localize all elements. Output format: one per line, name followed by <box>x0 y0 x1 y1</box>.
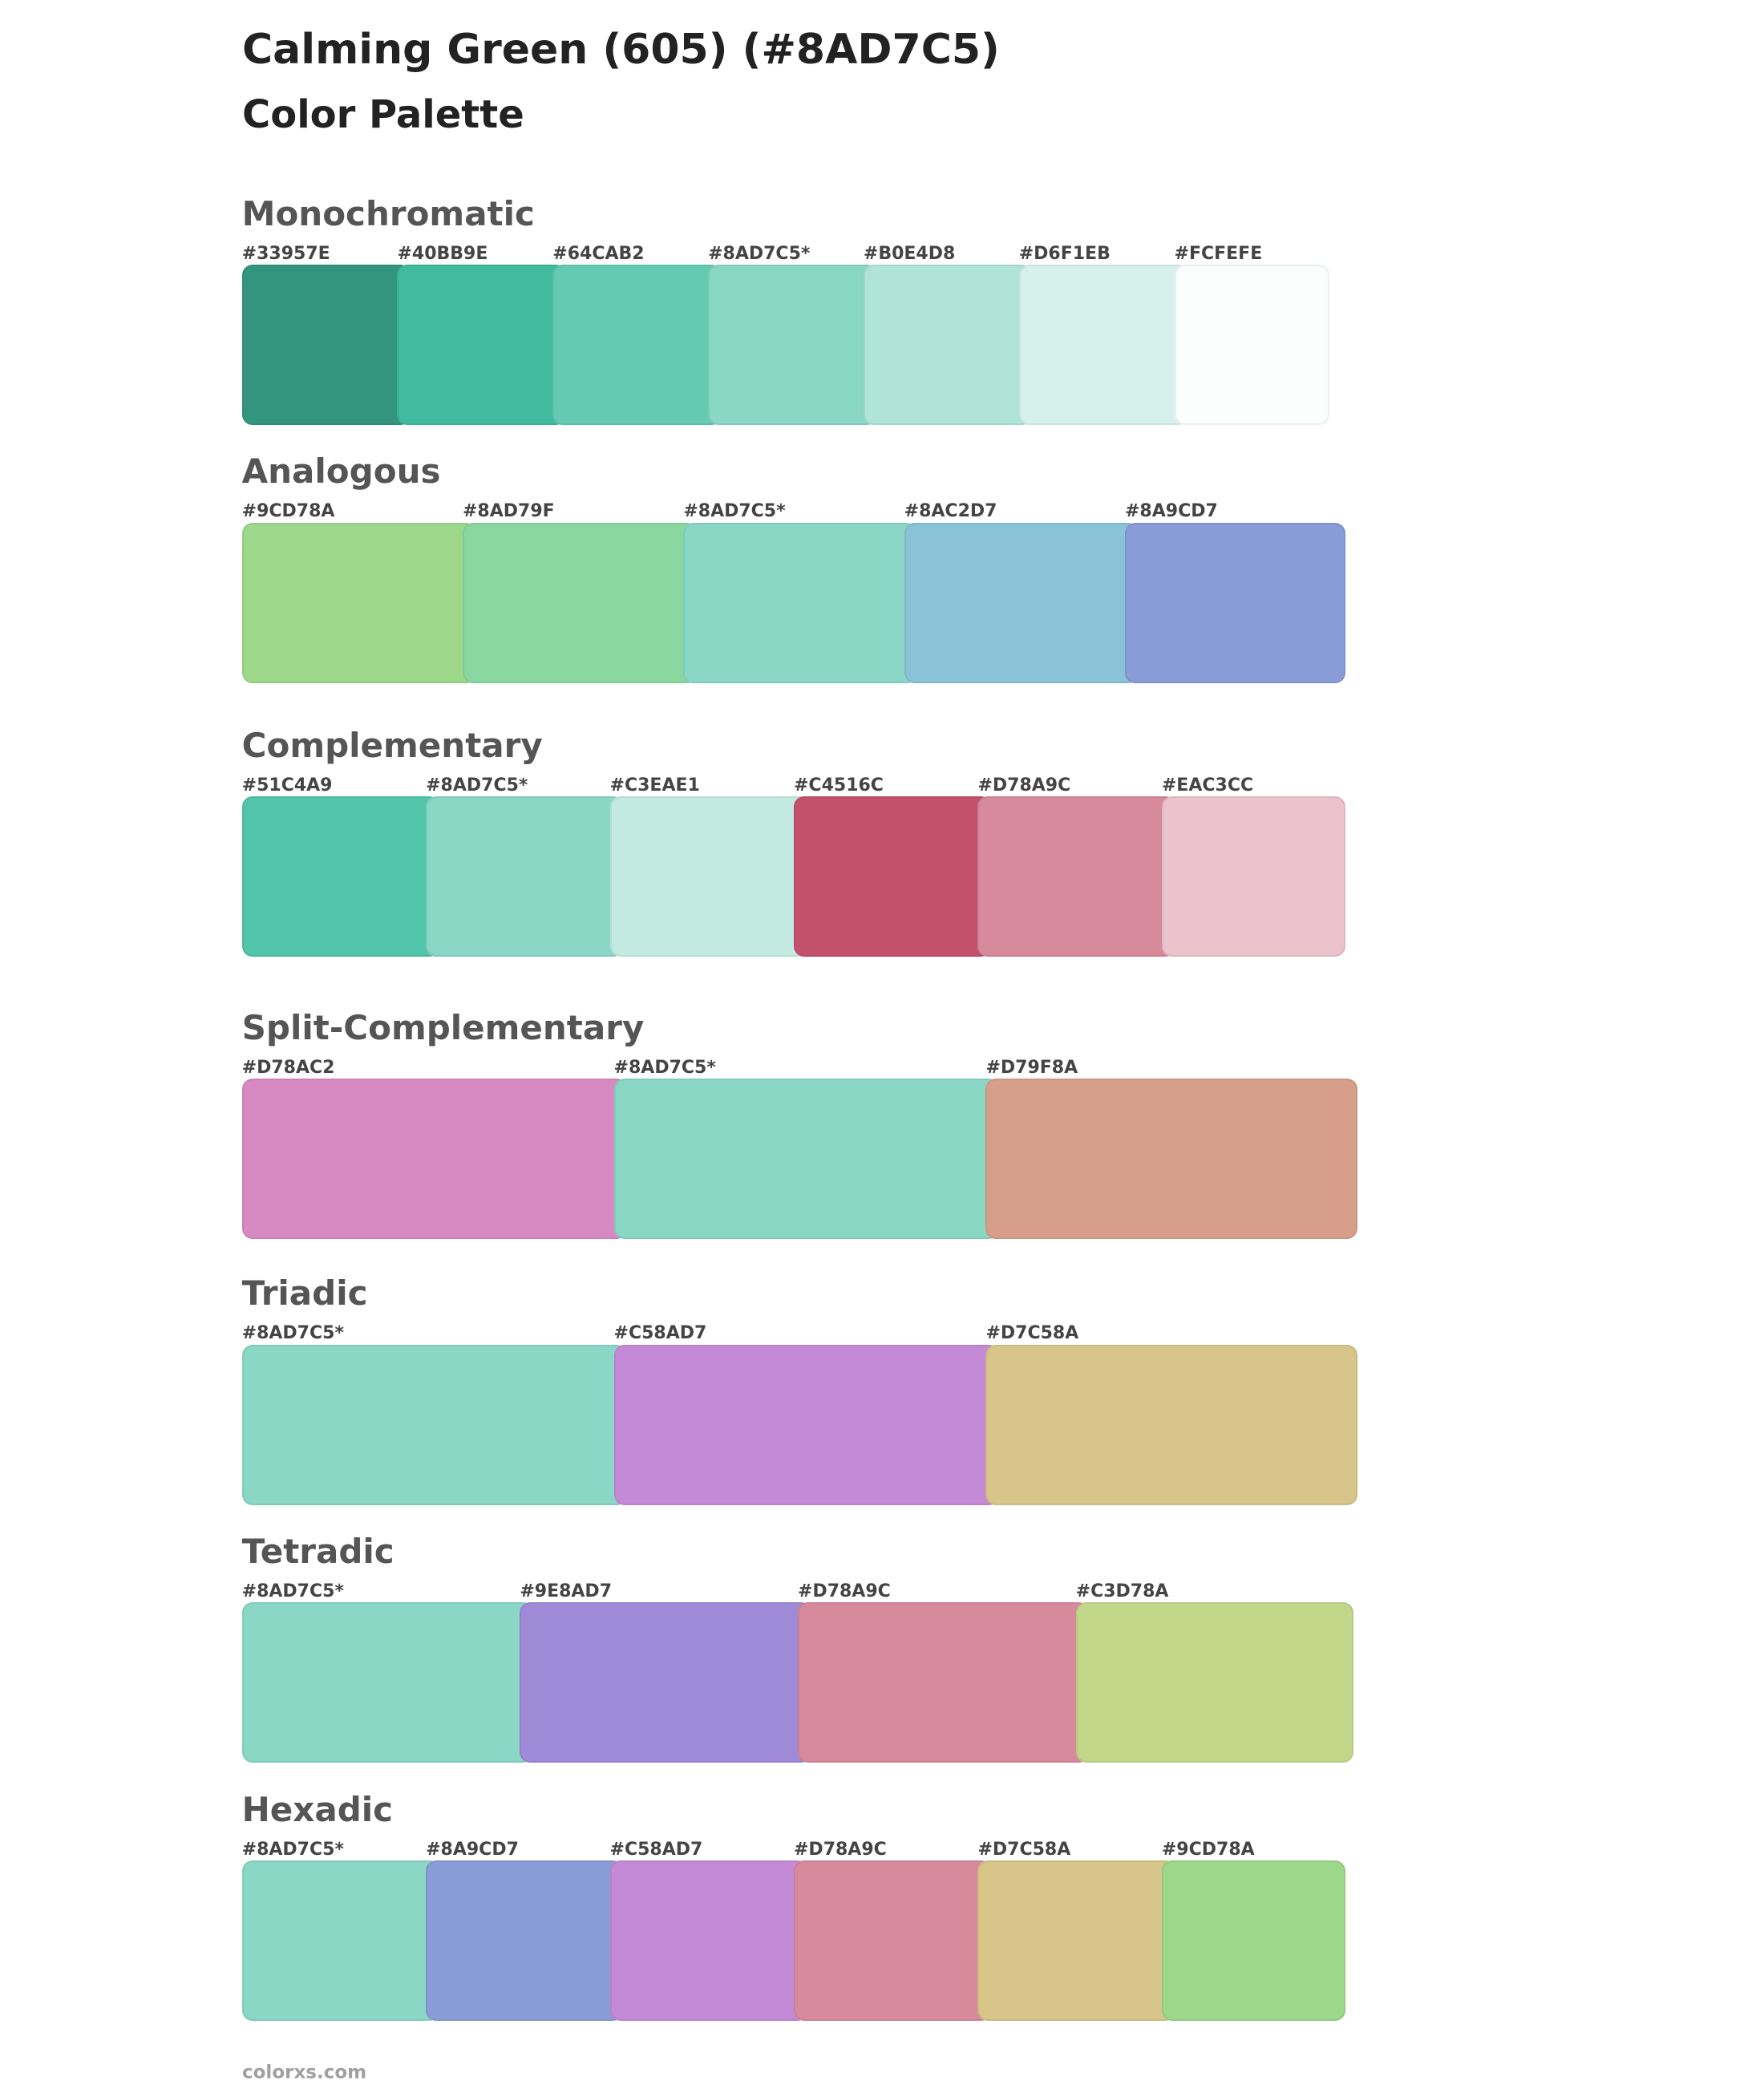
swatch-label: #B0E4D8 <box>863 243 956 264</box>
color-swatch <box>904 522 1139 683</box>
color-swatch <box>863 265 1033 425</box>
color-swatch <box>985 1344 1358 1505</box>
swatch-label: #D78A9C <box>798 1581 891 1601</box>
color-swatch <box>241 522 476 683</box>
swatch-label: #C3EAE1 <box>609 775 700 796</box>
section-heading: Hexadic <box>241 1789 394 1829</box>
swatch-label: #D78A9C <box>794 1839 887 1860</box>
color-swatch <box>1161 1860 1346 2021</box>
color-swatch <box>426 796 624 957</box>
swatch-label: #FCFEFE <box>1174 243 1263 264</box>
color-swatch <box>977 1860 1175 2021</box>
section-heading: Split-Complementary <box>241 1007 645 1047</box>
section-heading: Monochromatic <box>241 193 535 233</box>
color-swatch <box>552 265 722 425</box>
swatch-label: #8AD7C5* <box>613 1057 716 1078</box>
swatch-label: #64CAB2 <box>552 243 645 264</box>
color-swatch <box>708 265 877 425</box>
section-heading: Triadic <box>241 1273 368 1314</box>
color-swatch <box>463 522 697 683</box>
swatch-label: #33957E <box>241 243 330 264</box>
color-swatch <box>1075 1602 1354 1763</box>
color-swatch <box>241 796 439 957</box>
swatch-label: #C4516C <box>794 775 884 796</box>
swatch-label: #8A9CD7 <box>426 1839 519 1860</box>
color-swatch <box>613 1344 1000 1505</box>
swatch-label: #40BB9E <box>397 243 488 264</box>
swatch-label: #8AD7C5* <box>241 1581 344 1601</box>
color-swatch <box>241 265 411 425</box>
color-swatch <box>1174 265 1330 425</box>
color-swatch <box>1125 522 1346 683</box>
swatch-label: #8AC2D7 <box>904 501 997 522</box>
color-swatch <box>683 522 918 683</box>
color-swatch <box>794 1860 992 2021</box>
color-swatch <box>609 1860 807 2021</box>
swatch-label: #D79F8A <box>985 1057 1078 1078</box>
color-swatch <box>1161 796 1346 957</box>
swatch-label: #D6F1EB <box>1018 243 1111 264</box>
swatch-label: #D78A9C <box>977 775 1071 796</box>
swatch-label: #9CD78A <box>1161 1839 1255 1860</box>
section-heading: Complementary <box>241 726 543 765</box>
swatch-label: #C58AD7 <box>613 1323 707 1344</box>
color-swatch <box>985 1079 1358 1239</box>
color-swatch <box>241 1860 439 2021</box>
swatch-label: #8AD7C5* <box>241 1323 344 1344</box>
swatch-label: #8AD7C5* <box>708 243 811 264</box>
color-swatch <box>794 796 992 957</box>
swatch-label: #C3D78A <box>1075 1581 1169 1601</box>
swatch-label: #8AD79F <box>463 501 555 522</box>
swatch-label: #51C4A9 <box>241 775 333 796</box>
section-heading: Tetradic <box>241 1532 394 1571</box>
swatch-label: #9CD78A <box>241 501 335 522</box>
color-swatch <box>241 1344 628 1505</box>
swatch-label: #EAC3CC <box>1161 775 1254 796</box>
swatch-label: #8AD7C5* <box>241 1839 344 1860</box>
color-swatch <box>977 796 1175 957</box>
swatch-label: #D7C58A <box>977 1839 1071 1860</box>
color-swatch <box>609 796 807 957</box>
color-swatch <box>520 1602 811 1763</box>
color-swatch <box>241 1602 533 1763</box>
color-swatch <box>397 265 566 425</box>
swatch-label: #8A9CD7 <box>1125 501 1218 522</box>
color-swatch <box>241 1079 628 1239</box>
swatch-label: #8AD7C5* <box>426 775 528 796</box>
swatch-label: #D78AC2 <box>241 1057 335 1078</box>
swatch-label: #8AD7C5* <box>683 501 786 522</box>
footer[interactable]: colorxs.com <box>242 2062 367 2083</box>
section-heading: Analogous <box>241 451 441 492</box>
swatch-label: #D7C58A <box>985 1323 1079 1344</box>
swatch-label: #9E8AD7 <box>520 1581 613 1601</box>
color-swatch <box>613 1079 1000 1239</box>
color-swatch <box>426 1860 624 2021</box>
swatch-label: #C58AD7 <box>609 1839 703 1860</box>
page-title: Calming Green (605) (#8AD7C5) <box>242 26 1000 74</box>
color-swatch <box>798 1602 1090 1763</box>
color-swatch <box>1018 265 1188 425</box>
page-subtitle: Color Palette <box>242 92 524 137</box>
